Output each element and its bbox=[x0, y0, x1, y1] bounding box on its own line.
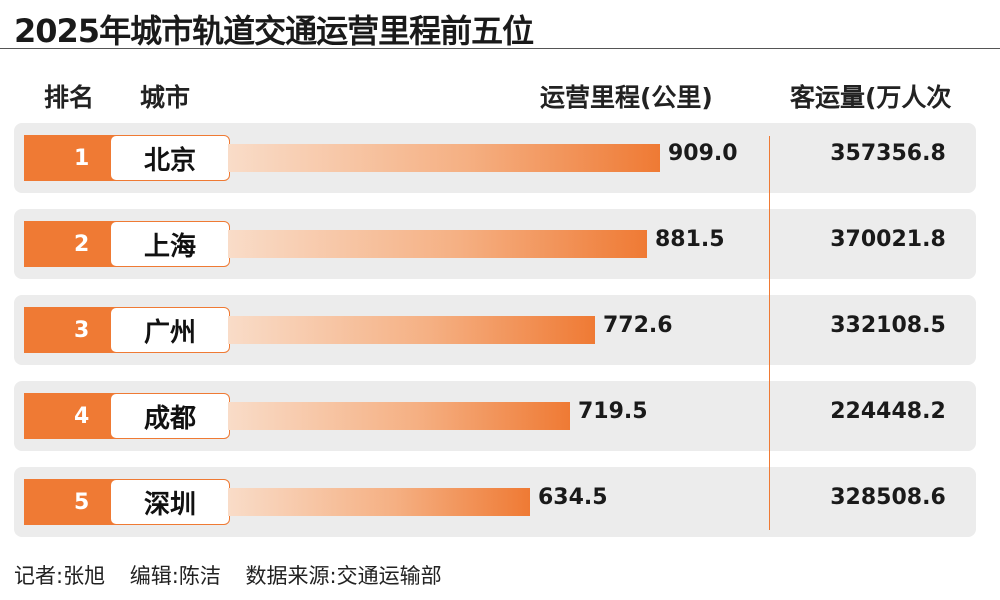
header-mileage: 运营里程(公里) bbox=[540, 83, 713, 112]
mileage-bar bbox=[228, 144, 660, 172]
mileage-bar bbox=[228, 488, 530, 516]
header-rank: 排名 bbox=[44, 83, 95, 112]
mileage-value-label: 719.5 bbox=[578, 399, 648, 424]
passenger-value: 332108.5 bbox=[830, 313, 946, 338]
table-row: 3 广州 772.6 332108.5 bbox=[14, 295, 976, 365]
city-label: 北京 bbox=[110, 135, 230, 181]
page-title: 2025年城市轨道交通运营里程前五位 bbox=[14, 12, 534, 50]
header-city: 城市 bbox=[140, 83, 191, 112]
city-label: 上海 bbox=[110, 221, 230, 267]
city-label: 成都 bbox=[110, 393, 230, 439]
mileage-bar bbox=[228, 230, 647, 258]
mileage-value-label: 772.6 bbox=[603, 313, 673, 338]
footer-reporter: 记者:张旭 bbox=[14, 564, 106, 588]
mileage-value-label: 634.5 bbox=[538, 485, 608, 510]
table-row: 1 北京 909.0 357356.8 bbox=[14, 123, 976, 193]
footer-editor: 编辑:陈洁 bbox=[129, 564, 221, 588]
footer-source: 数据来源:交通运输部 bbox=[245, 564, 442, 588]
passenger-value: 357356.8 bbox=[830, 141, 946, 166]
table-row: 4 成都 719.5 224448.2 bbox=[14, 381, 976, 451]
mileage-value-label: 909.0 bbox=[668, 141, 738, 166]
footer: 记者:张旭 编辑:陈洁 数据来源:交通运输部 bbox=[14, 560, 460, 590]
column-divider bbox=[769, 136, 770, 530]
mileage-bar bbox=[228, 316, 595, 344]
mileage-bar bbox=[228, 402, 570, 430]
mileage-value-label: 881.5 bbox=[655, 227, 725, 252]
city-label: 深圳 bbox=[110, 479, 230, 525]
passenger-value: 224448.2 bbox=[830, 399, 946, 424]
passenger-value: 370021.8 bbox=[830, 227, 946, 252]
header-passengers: 客运量(万人次 bbox=[790, 83, 952, 112]
title-divider bbox=[0, 48, 1000, 49]
passenger-value: 328508.6 bbox=[830, 485, 946, 510]
table-row: 5 深圳 634.5 328508.6 bbox=[14, 467, 976, 537]
table-row: 2 上海 881.5 370021.8 bbox=[14, 209, 976, 279]
city-label: 广州 bbox=[110, 307, 230, 353]
